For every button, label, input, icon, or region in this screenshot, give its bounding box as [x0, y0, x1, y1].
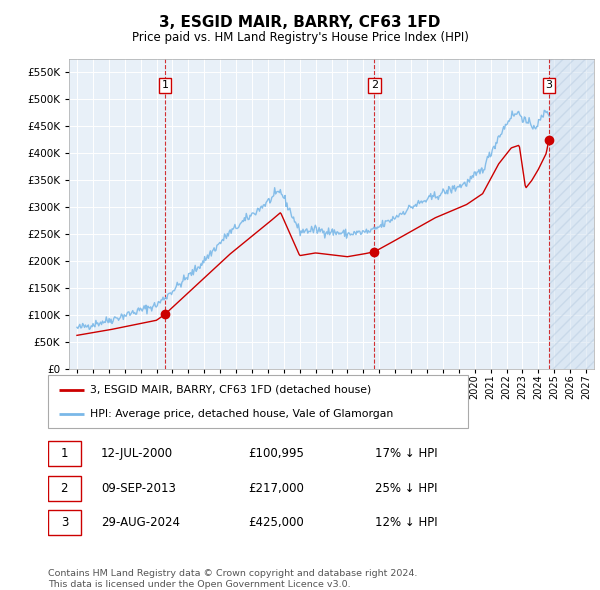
- Text: £217,000: £217,000: [248, 481, 305, 495]
- Text: 1: 1: [161, 80, 169, 90]
- Text: Contains HM Land Registry data © Crown copyright and database right 2024.
This d: Contains HM Land Registry data © Crown c…: [48, 569, 418, 589]
- FancyBboxPatch shape: [48, 441, 81, 466]
- Text: 1: 1: [61, 447, 68, 460]
- Text: £425,000: £425,000: [248, 516, 304, 529]
- Text: 09-SEP-2013: 09-SEP-2013: [101, 481, 176, 495]
- Text: £100,995: £100,995: [248, 447, 305, 460]
- Text: 17% ↓ HPI: 17% ↓ HPI: [376, 447, 438, 460]
- Text: 29-AUG-2024: 29-AUG-2024: [101, 516, 180, 529]
- Text: 3: 3: [61, 516, 68, 529]
- Text: 3, ESGID MAIR, BARRY, CF63 1FD (detached house): 3, ESGID MAIR, BARRY, CF63 1FD (detached…: [90, 385, 371, 395]
- Text: 12% ↓ HPI: 12% ↓ HPI: [376, 516, 438, 529]
- Bar: [549, 59, 594, 369]
- FancyBboxPatch shape: [48, 476, 81, 500]
- Text: 2: 2: [61, 481, 68, 495]
- FancyBboxPatch shape: [48, 510, 81, 535]
- Text: 25% ↓ HPI: 25% ↓ HPI: [376, 481, 438, 495]
- Text: 3: 3: [545, 80, 553, 90]
- Text: 3, ESGID MAIR, BARRY, CF63 1FD: 3, ESGID MAIR, BARRY, CF63 1FD: [160, 15, 440, 30]
- Text: Price paid vs. HM Land Registry's House Price Index (HPI): Price paid vs. HM Land Registry's House …: [131, 31, 469, 44]
- Text: 12-JUL-2000: 12-JUL-2000: [101, 447, 173, 460]
- Text: HPI: Average price, detached house, Vale of Glamorgan: HPI: Average price, detached house, Vale…: [90, 409, 393, 419]
- Text: 2: 2: [371, 80, 378, 90]
- FancyBboxPatch shape: [48, 375, 468, 428]
